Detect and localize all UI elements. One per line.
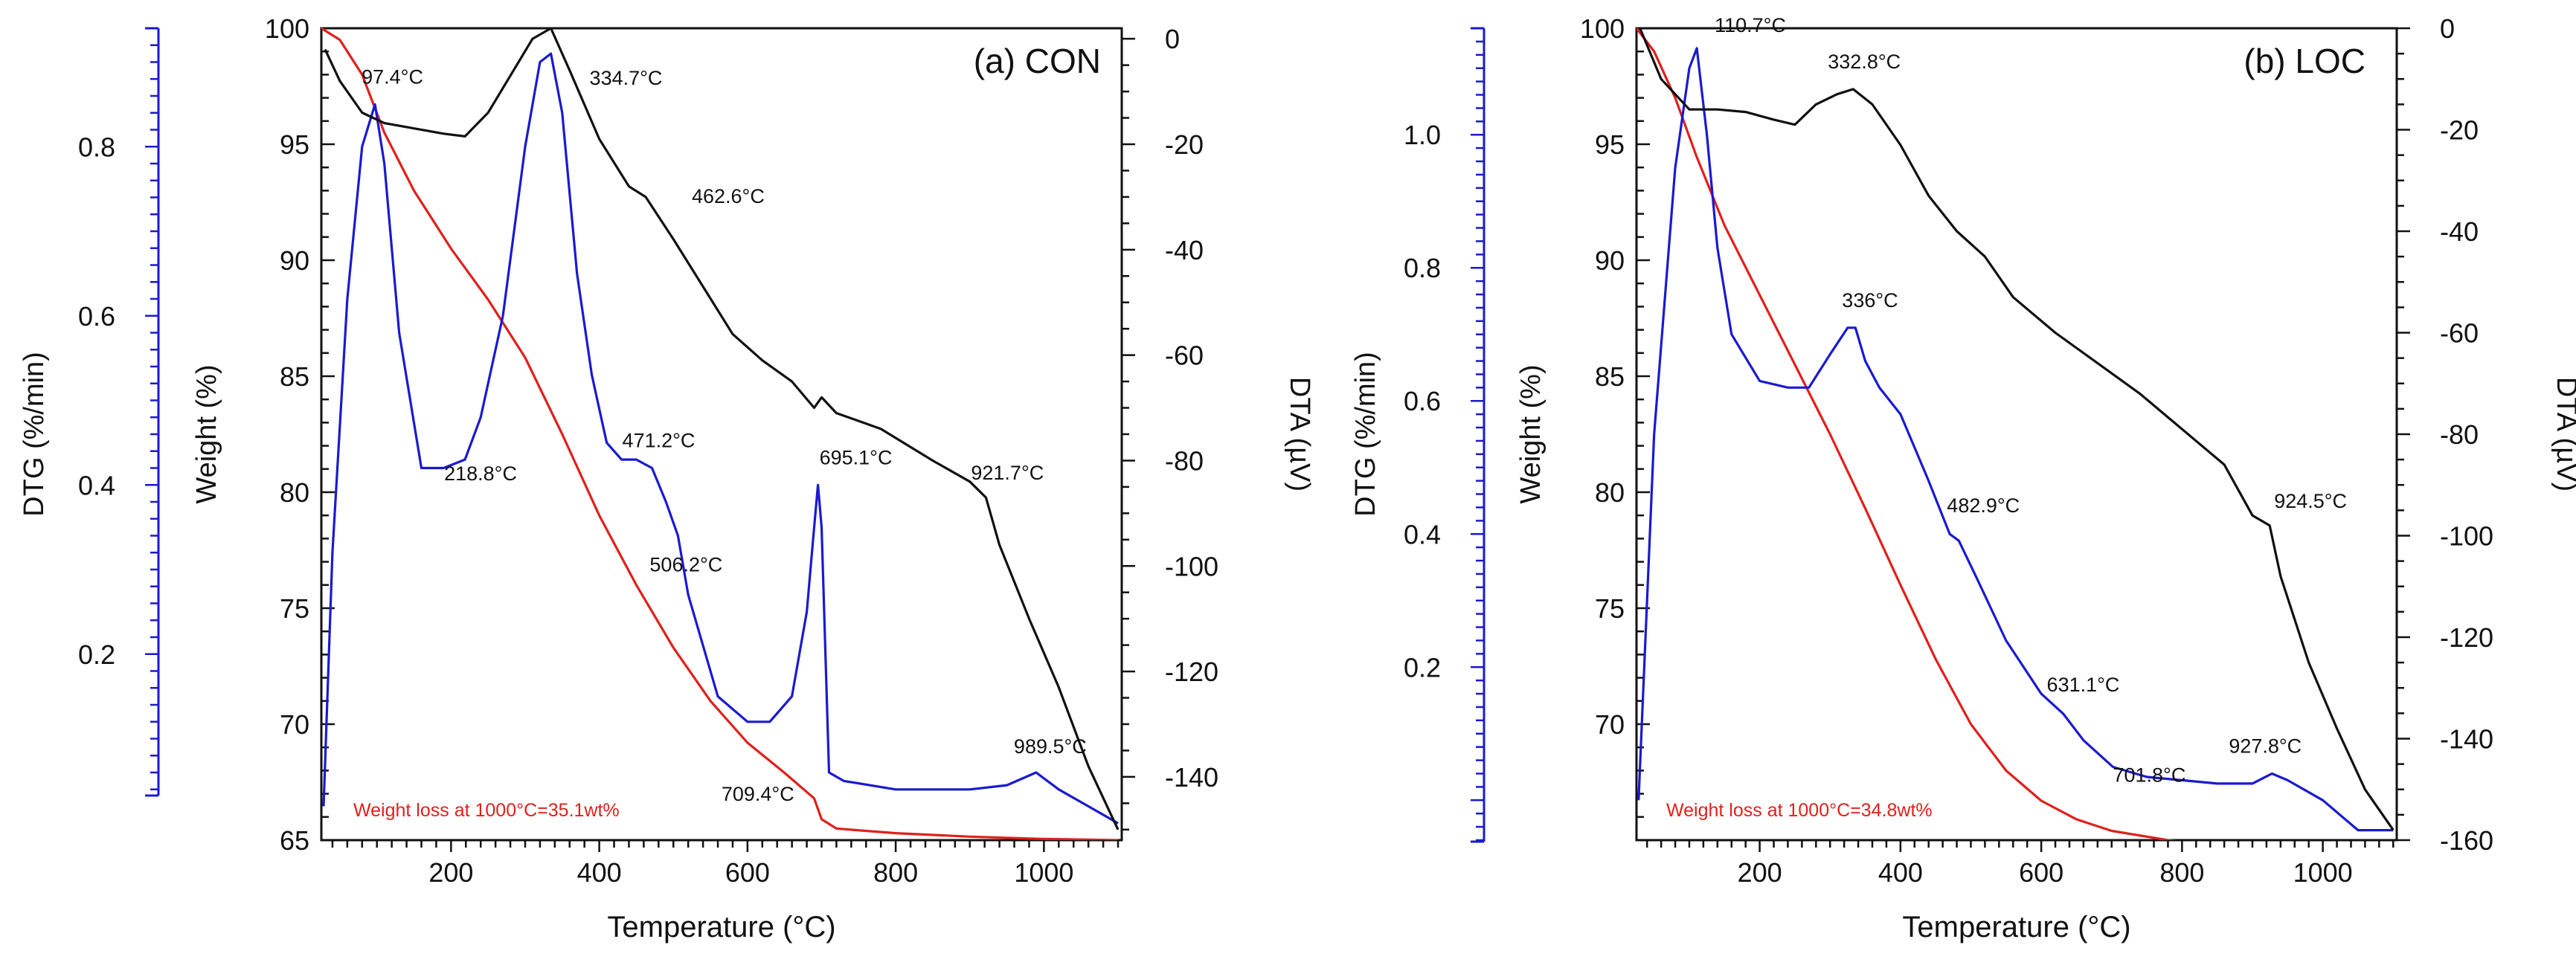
plot-frame <box>1635 27 2398 842</box>
dta-tick-label: -80 <box>2440 419 2479 450</box>
peak-annotation: 924.5°C <box>2274 490 2347 512</box>
peak-annotation: 462.6°C <box>692 185 765 207</box>
weight-tick-label: 70 <box>280 709 309 740</box>
dtg-tick-label: 0.4 <box>1404 519 1441 549</box>
dta-tick-label: -20 <box>2440 115 2479 146</box>
weight-tick-label: 85 <box>1595 361 1625 392</box>
peak-annotation: 921.7°C <box>971 462 1044 484</box>
peak-annotation: 506.2°C <box>649 554 722 576</box>
peak-annotation: 218.8°C <box>444 462 517 485</box>
dta-axis-title: DTA (µV) <box>2551 377 2576 491</box>
weight-tick-label: 85 <box>280 361 309 392</box>
dta-tick-label: -60 <box>1165 341 1204 371</box>
x-tick-label: 1000 <box>1014 857 1073 888</box>
panel-label: (b) LOC <box>2243 42 2365 80</box>
weight-curve <box>321 27 1119 840</box>
dta-tick-label: -60 <box>2440 318 2479 349</box>
dta-tick-label: -140 <box>1165 762 1218 793</box>
weight-axis-title: Weight (%) <box>1515 364 1546 503</box>
weight-tick-label: 90 <box>1595 245 1625 276</box>
dta-tick-label: 0 <box>1165 24 1180 54</box>
x-tick-label: 200 <box>1738 857 1782 888</box>
dta-curve <box>1639 28 2394 831</box>
x-tick-label: 1000 <box>2293 857 2353 888</box>
peak-annotation: 482.9°C <box>1947 494 2020 517</box>
x-tick-label: 600 <box>725 857 770 888</box>
dta-axis-title: DTA (µV) <box>1284 377 1315 491</box>
dtg-tick-label: 0.2 <box>1404 652 1441 683</box>
weight-curve <box>1637 28 2176 840</box>
plot-frame <box>320 27 1123 842</box>
weight-tick-label: 90 <box>280 245 309 276</box>
x-tick-label: 400 <box>1878 857 1923 888</box>
dta-tick-label: 0 <box>2440 13 2455 44</box>
weight-tick-label: 70 <box>1595 709 1625 740</box>
peak-annotation: 631.1°C <box>2047 674 2120 696</box>
dta-curve <box>324 27 1120 830</box>
x-tick-label: 800 <box>2159 857 2204 888</box>
dtg-tick-label: 1.0 <box>1404 120 1441 150</box>
peak-annotation: 927.8°C <box>2229 735 2302 757</box>
peak-annotation: 701.8°C <box>2113 764 2185 787</box>
peak-annotation: 989.5°C <box>1014 735 1087 758</box>
dtg-curve <box>322 52 1119 825</box>
peak-annotation: 336°C <box>1842 289 1898 312</box>
dtg-tick-label: 0.2 <box>78 639 115 670</box>
weight-tick-label: 75 <box>280 593 309 624</box>
dta-tick-label: -40 <box>1165 235 1204 265</box>
dtg-tick-label: 0.4 <box>78 470 115 500</box>
dta-tick-label: -80 <box>1165 445 1204 476</box>
dtg-tick-label: 0.8 <box>78 132 115 162</box>
dta-tick-label: -40 <box>2440 216 2479 247</box>
panel-label: (a) CON <box>974 42 1101 80</box>
x-axis-title: Temperature (°C) <box>1902 911 2130 943</box>
weight-tick-label: 100 <box>265 13 309 44</box>
dta-tick-label: -160 <box>2440 825 2493 856</box>
weight-loss-note: Weight loss at 1000°C=34.8wt% <box>1666 800 1933 821</box>
dtg-tick-label: 0.8 <box>1404 253 1441 283</box>
dtg-axis-title: DTG (%/min) <box>19 352 50 517</box>
dta-tick-label: -120 <box>2440 622 2493 653</box>
peak-annotation: 97.4°C <box>362 65 423 88</box>
weight-loss-note: Weight loss at 1000°C=35.1wt% <box>353 800 620 821</box>
dta-tick-label: -120 <box>1165 657 1218 687</box>
dta-tick-label: -20 <box>1165 129 1204 160</box>
weight-tick-label: 95 <box>280 129 309 160</box>
x-tick-label: 200 <box>428 857 473 888</box>
peak-annotation: 334.7°C <box>590 67 663 89</box>
peak-annotation: 471.2°C <box>623 430 696 452</box>
dtg-axis-title: DTG (%/min) <box>1350 352 1381 517</box>
x-axis-title: Temperature (°C) <box>607 911 835 943</box>
peak-annotation: 695.1°C <box>820 446 893 468</box>
dta-tick-label: -100 <box>2440 521 2493 552</box>
x-tick-label: 800 <box>873 857 918 888</box>
dta-tick-label: -140 <box>2440 724 2493 755</box>
dtg-tick-label: 0.6 <box>1404 386 1441 416</box>
dtg-curve <box>1637 47 2394 832</box>
weight-tick-label: 65 <box>280 825 309 856</box>
dta-tick-label: -100 <box>1165 551 1218 581</box>
weight-tick-label: 80 <box>280 477 309 508</box>
peak-annotation: 709.4°C <box>722 783 794 805</box>
x-tick-label: 600 <box>2019 857 2063 888</box>
weight-tick-label: 95 <box>1595 129 1625 160</box>
weight-tick-label: 100 <box>1580 13 1625 44</box>
dtg-tick-label: 0.6 <box>78 301 115 332</box>
x-tick-label: 400 <box>577 857 622 888</box>
weight-axis-title: Weight (%) <box>191 364 222 503</box>
weight-tick-label: 80 <box>1595 477 1625 508</box>
peak-annotation: 110.7°C <box>1715 14 1786 36</box>
weight-tick-label: 75 <box>1595 593 1625 624</box>
peak-annotation: 332.8°C <box>1828 51 1901 73</box>
